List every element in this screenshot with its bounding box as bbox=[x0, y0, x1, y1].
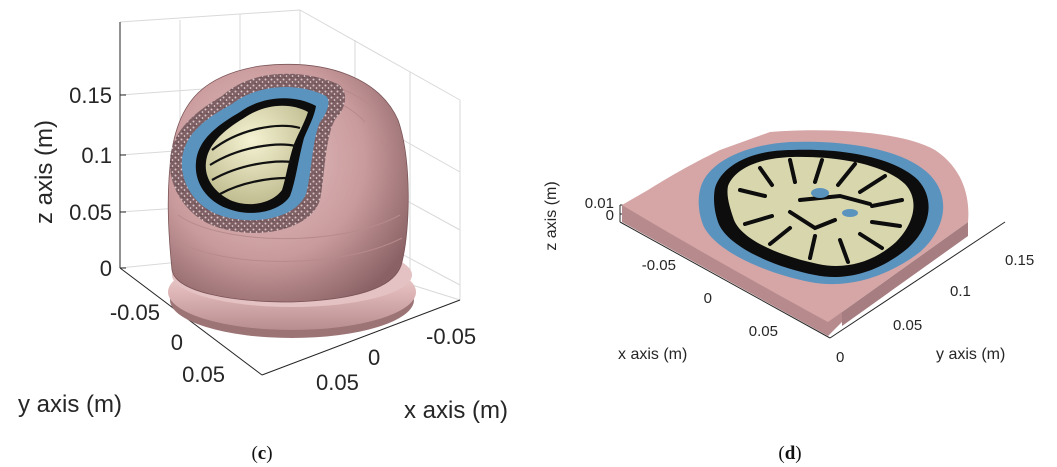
x-tick: 0.05 bbox=[749, 323, 778, 340]
y-tick: 0.05 bbox=[182, 362, 225, 387]
x-tick: 0 bbox=[704, 290, 712, 307]
panel-d-y-ticks: 0 0.05 0.1 0.15 bbox=[836, 252, 1034, 366]
z-tick: 0 bbox=[606, 207, 614, 224]
white-matter-layer bbox=[205, 105, 308, 205]
brain-gyri-lines bbox=[209, 124, 301, 195]
x-tick: -0.05 bbox=[426, 324, 476, 349]
panel-c-z-ticks: 0.15 0.1 0.05 0 bbox=[69, 83, 112, 281]
panel-c-z-axis-label: z axis (m) bbox=[31, 120, 58, 224]
y-tick: 0.1 bbox=[950, 283, 971, 300]
panel-c-caption: (c) bbox=[251, 443, 272, 464]
z-tick: 0 bbox=[100, 256, 112, 281]
y-tick: 0 bbox=[836, 349, 844, 366]
z-tick: 0.05 bbox=[69, 200, 112, 225]
panel-c-axes bbox=[119, 22, 461, 376]
x-tick: 0.05 bbox=[316, 370, 359, 395]
y-tick: 0.05 bbox=[893, 317, 922, 334]
panel-d: 0.01 0 -0.05 0 0.05 0 0.05 0.1 0.15 z ax… bbox=[543, 130, 1034, 464]
slab-ventricles bbox=[811, 188, 858, 217]
panel-c-x-ticks: -0.05 0 0.05 bbox=[316, 324, 476, 395]
y-tick: -0.05 bbox=[110, 300, 160, 325]
panel-d-x-ticks: -0.05 0 0.05 bbox=[642, 257, 778, 340]
z-tick: 0.01 bbox=[585, 195, 614, 212]
x-tick: 0 bbox=[368, 345, 380, 370]
panel-c: 0.15 0.1 0.05 0 -0.05 0 0.05 -0.05 0 0.0… bbox=[18, 9, 508, 464]
panel-c-y-ticks: -0.05 0 0.05 bbox=[110, 300, 225, 387]
y-tick: 0.15 bbox=[1005, 252, 1034, 269]
panel-c-x-axis-label: x axis (m) bbox=[404, 397, 508, 424]
x-tick: -0.05 bbox=[642, 257, 676, 274]
z-tick: 0.1 bbox=[81, 143, 112, 168]
z-tick: 0.15 bbox=[69, 83, 112, 108]
panel-c-y-axis-label: y axis (m) bbox=[18, 391, 122, 418]
y-tick: 0 bbox=[171, 330, 183, 355]
panel-d-y-axis-label: y axis (m) bbox=[936, 346, 1005, 363]
panel-d-x-axis-label: x axis (m) bbox=[618, 346, 687, 363]
panel-d-z-axis-label: z axis (m) bbox=[543, 181, 560, 250]
slab-gyri-folds bbox=[738, 158, 904, 264]
slab-side-front bbox=[622, 205, 842, 336]
panel-d-z-ticks: 0.01 0 bbox=[585, 195, 614, 224]
panel-d-caption: (d) bbox=[778, 443, 801, 464]
slab-side-right bbox=[842, 222, 968, 326]
